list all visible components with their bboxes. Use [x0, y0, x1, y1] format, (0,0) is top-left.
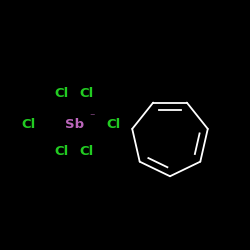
Text: Cl: Cl — [22, 118, 36, 132]
Text: Cl: Cl — [54, 87, 68, 100]
Text: Cl: Cl — [79, 87, 94, 100]
Text: Cl: Cl — [106, 118, 121, 132]
Text: Sb: Sb — [66, 118, 84, 132]
Text: ⁻: ⁻ — [90, 112, 95, 122]
Text: Cl: Cl — [79, 145, 94, 158]
Text: Cl: Cl — [54, 145, 68, 158]
